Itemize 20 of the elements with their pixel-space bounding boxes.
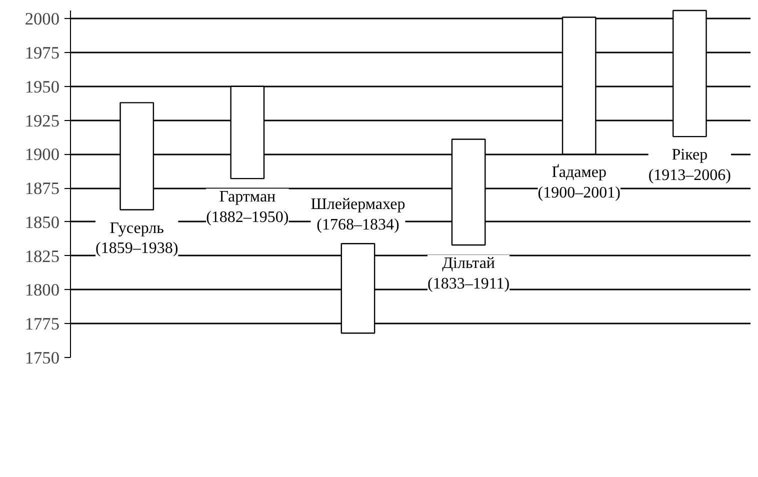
y-tick-label: 1900 [24,145,60,164]
annotation: Ґадамер (1900–2001) [538,163,620,202]
y-tick-label: 1975 [24,44,60,63]
y-tick-label: 1825 [24,246,60,266]
bar [451,138,486,246]
bar [120,102,154,210]
y-tick-label: 1875 [24,179,60,198]
y-tick-label: 1850 [24,212,60,232]
y-tick-label: 1800 [24,280,60,300]
y-tick-label: 1775 [24,314,60,334]
bar [230,86,265,180]
y-tick-label: 1950 [24,77,60,96]
annotation: Гартман (1882–1950) [206,188,289,226]
y-tick-label: 1750 [24,348,60,368]
y-tick-label: 1925 [24,111,60,130]
annotation: Рікер (1913–2006) [648,146,732,184]
annotation: Гусерль (1859–1938) [96,220,178,258]
y-tick-label: 2000 [24,10,60,29]
annotation: Шлейермахер (1768–1834) [310,196,406,234]
annotation: Дільтай (1833–1911) [428,254,510,292]
